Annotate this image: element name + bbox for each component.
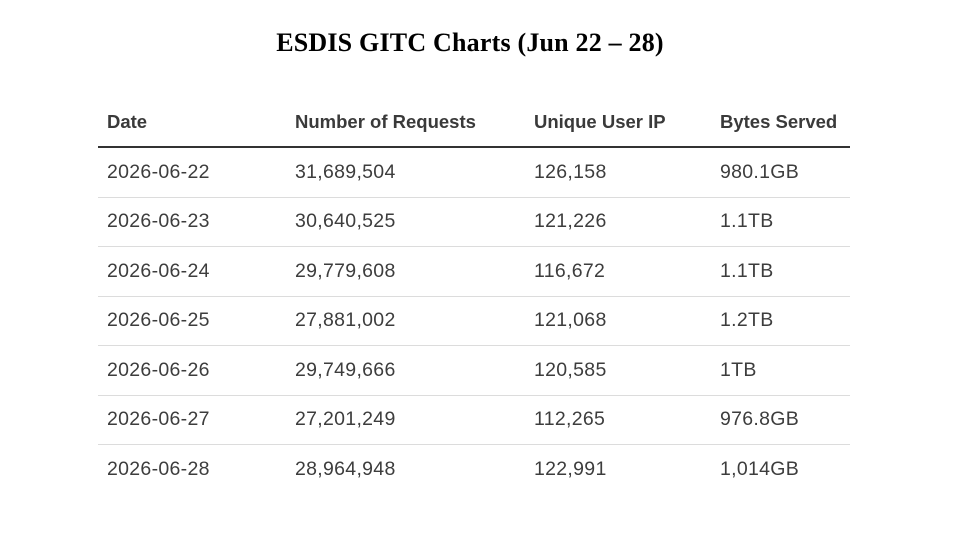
bytes-cell: 980.1GB [720,160,800,183]
bytes-cell: 1TB [720,358,757,381]
bytes-cell: 1.2TB [720,309,774,332]
column-header-bytes: Bytes Served [720,111,838,132]
stats-table: Date Number of Requests Unique User IP B… [98,98,850,495]
bytes-cell: 1.1TB [720,210,774,233]
column-header-unique-ip: Unique User IP [534,111,666,132]
requests-cell: 27,881,002 [295,309,396,332]
requests-cell: 27,201,249 [295,408,396,431]
table-header-row: Date Number of Requests Unique User IP B… [98,98,850,148]
unique-ip-cell: 120,585 [534,358,607,381]
unique-ip-cell: 121,068 [534,309,607,332]
table-row: 2026-06-22 31,689,504 126,158 980.1GB [98,148,850,198]
date-cell: 2026-06-27 [107,408,210,431]
unique-ip-cell: 126,158 [534,160,607,183]
unique-ip-cell: 121,226 [534,210,607,233]
table-row: 2026-06-27 27,201,249 112,265 976.8GB [98,396,850,445]
table-row: 2026-06-23 30,640,525 121,226 1.1TB [98,198,850,247]
requests-cell: 29,749,666 [295,358,396,381]
table-row: 2026-06-24 29,779,608 116,672 1.1TB [98,247,850,297]
unique-ip-cell: 112,265 [534,408,606,431]
date-cell: 2026-06-24 [107,259,210,282]
table-row: 2026-06-25 27,881,002 121,068 1.2TB [98,297,850,346]
date-cell: 2026-06-23 [107,210,210,233]
table-row: 2026-06-26 29,749,666 120,585 1TB [98,346,850,396]
requests-cell: 28,964,948 [295,458,396,481]
bytes-cell: 1.1TB [720,259,774,282]
date-cell: 2026-06-26 [107,358,210,381]
page-title: ESDIS GITC Charts (Jun 22 – 28) [276,28,664,57]
bytes-cell: 1,014GB [720,458,800,481]
date-cell: 2026-06-22 [107,160,210,183]
column-header-date: Date [107,111,148,132]
column-header-requests: Number of Requests [295,111,476,132]
date-cell: 2026-06-28 [107,458,210,481]
unique-ip-cell: 122,991 [534,458,607,481]
requests-cell: 31,689,504 [295,160,396,183]
unique-ip-cell: 116,672 [534,259,606,282]
table-row: 2026-06-28 28,964,948 122,991 1,014GB [98,445,850,495]
date-cell: 2026-06-25 [107,309,210,332]
requests-cell: 30,640,525 [295,210,396,233]
requests-cell: 29,779,608 [295,259,396,282]
bytes-cell: 976.8GB [720,408,800,431]
